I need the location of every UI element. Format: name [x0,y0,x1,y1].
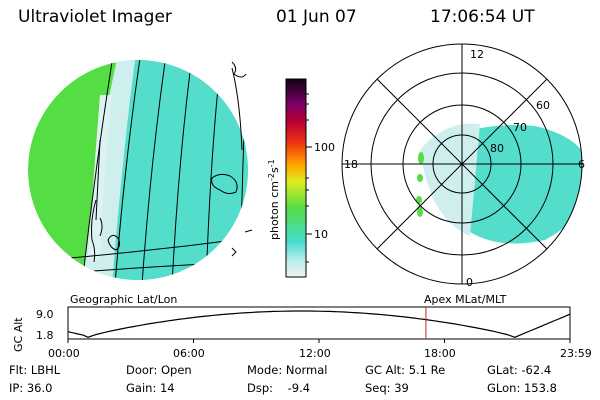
colorbar [285,78,307,278]
geographic-image [28,60,248,280]
polar-mlt-0: 0 [466,276,473,289]
mode-info: Mode: Normal [247,363,328,377]
polar-mlt-6: 6 [578,158,585,171]
polar-mlt-12: 12 [470,48,484,61]
altitude-plot [67,306,571,343]
geographic-label: Geographic Lat/Lon [70,293,178,306]
altitude-xtick-2: 12:00 [299,347,331,360]
instrument-title: Ultraviolet Imager [18,7,172,27]
colorbar-tick-100: 100 [314,141,335,154]
date-label: 01 Jun 07 [276,7,357,27]
gain-info: Gain: 14 [126,381,175,395]
altitude-xtick-1: 06:00 [173,347,205,360]
filter-info: Flt: LBHL [9,363,61,377]
gcalt-info: GC Alt: 5.1 Re [365,363,446,377]
dsp-info: Dsp: -9.4 [247,381,311,395]
door-info: Door: Open [126,363,192,377]
seq-info: Seq: 39 [365,381,409,395]
altitude-xticks [67,339,571,343]
altitude-xtick-4: 23:59 [560,347,592,360]
altitude-curve [67,310,571,338]
polar-lat-70: 70 [513,121,527,134]
glon-info: GLon: 153.8 [487,381,557,395]
colorbar-ticks [306,93,312,263]
ip-info: IP: 36.0 [9,381,53,395]
altitude-xtick-0: 00:00 [48,347,80,360]
altitude-ytick-bottom: 1.8 [36,329,54,342]
altitude-ytick-top: 9.0 [36,308,54,321]
glat-info: GLat: -62.4 [487,363,552,377]
time-label: 17:06:54 UT [430,7,535,27]
altitude-xtick-3: 18:00 [424,347,456,360]
colorbar-tick-10: 10 [314,228,328,241]
polar-mlt-18: 18 [344,158,358,171]
polar-grid [341,43,583,285]
colorbar-unit: photon cm-2s-1 [267,159,281,240]
polar-lat-80: 80 [490,142,504,155]
geographic-outline [231,61,253,257]
polar-lat-60: 60 [536,99,550,112]
altitude-ylabel: GC Alt [12,317,25,352]
apex-label: Apex MLat/MLT [424,293,507,306]
